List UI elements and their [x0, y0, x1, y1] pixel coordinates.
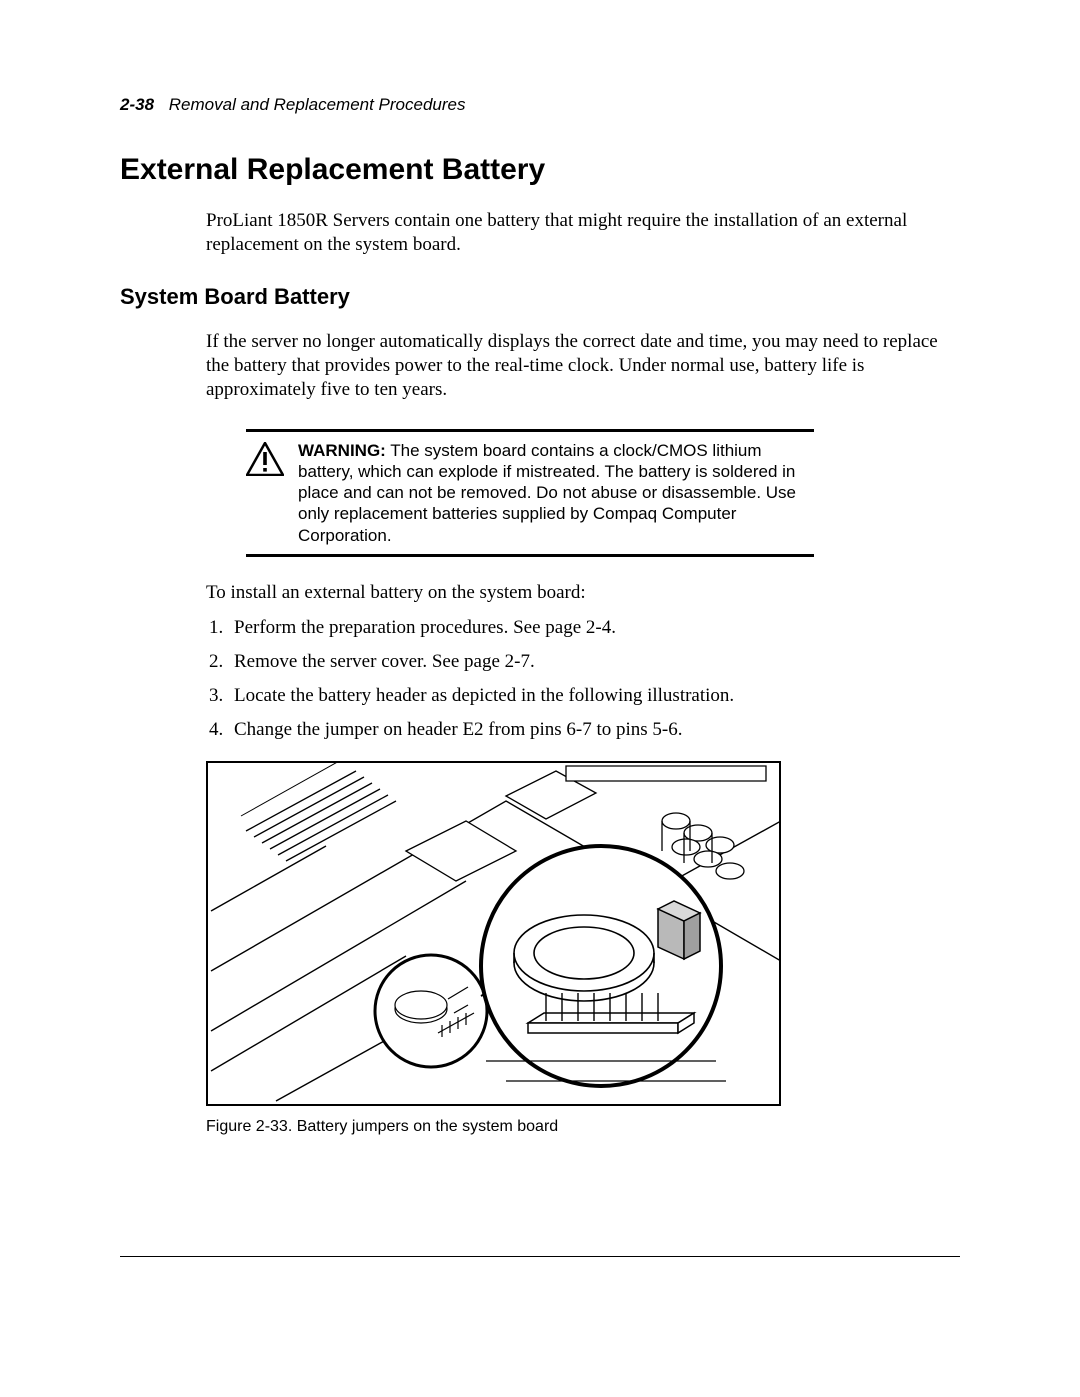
step-item: Remove the server cover. See page 2-7.: [228, 651, 960, 673]
subsection-title: System Board Battery: [120, 284, 960, 310]
install-steps-list: Perform the preparation procedures. See …: [206, 617, 960, 741]
page-number: 2-38: [120, 95, 154, 114]
footer-rule: [120, 1256, 960, 1257]
figure-caption: Figure 2-33. Battery jumpers on the syst…: [206, 1118, 781, 1136]
running-header: 2-38 Removal and Replacement Procedures: [120, 95, 960, 115]
warning-icon: [246, 440, 292, 476]
figure-block: Figure 2-33. Battery jumpers on the syst…: [206, 761, 781, 1136]
document-page: 2-38 Removal and Replacement Procedures …: [0, 0, 1080, 1317]
step-item: Change the jumper on header E2 from pins…: [228, 719, 960, 741]
warning-text: WARNING: The system board contains a clo…: [292, 440, 806, 546]
subsection-paragraph: If the server no longer automatically di…: [206, 330, 960, 403]
intro-paragraph: ProLiant 1850R Servers contain one batte…: [206, 209, 960, 258]
subsection-body: If the server no longer automatically di…: [206, 330, 960, 742]
step-item: Locate the battery header as depicted in…: [228, 685, 960, 707]
warning-callout: WARNING: The system board contains a clo…: [246, 429, 814, 557]
chapter-title: Removal and Replacement Procedures: [169, 95, 466, 114]
intro-block: ProLiant 1850R Servers contain one batte…: [206, 209, 960, 258]
warning-label: WARNING:: [298, 441, 386, 460]
install-lead-in: To install an external battery on the sy…: [206, 581, 960, 605]
step-item: Perform the preparation procedures. See …: [228, 617, 960, 639]
section-title: External Replacement Battery: [120, 153, 960, 187]
system-board-diagram: [206, 761, 781, 1106]
